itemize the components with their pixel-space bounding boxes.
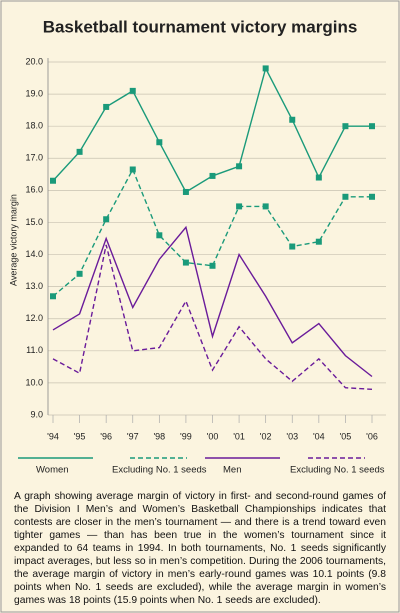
x-tick-label: '98 — [153, 431, 165, 441]
y-tick-label: 11.0 — [26, 345, 43, 355]
legend-label: Excluding No. 1 seeds — [112, 465, 207, 476]
y-tick-label: 17.0 — [25, 153, 43, 163]
y-axis-label: Average victory margin — [8, 194, 18, 286]
point-marker — [289, 116, 296, 123]
point-marker — [76, 148, 83, 155]
y-tick-label: 15.0 — [25, 217, 43, 227]
series-line — [52, 167, 372, 297]
point-marker — [342, 123, 349, 130]
y-tick-label: 14.0 — [25, 249, 43, 259]
point-marker — [182, 259, 189, 266]
point-marker — [369, 123, 375, 130]
x-tick-label: '97 — [127, 431, 139, 441]
series-line — [52, 244, 373, 391]
y-tick-label: 12.0 — [25, 313, 43, 323]
point-marker — [236, 203, 243, 210]
y-tick-label: 19.0 — [25, 88, 43, 98]
point-marker — [209, 262, 216, 269]
point-marker — [50, 293, 56, 300]
point-marker — [236, 163, 243, 170]
x-tick-label: '06 — [366, 431, 378, 441]
point-marker — [289, 243, 296, 250]
x-tick-label: '94 — [47, 431, 59, 441]
point-marker — [156, 139, 163, 146]
y-tick-label: 20.0 — [25, 56, 43, 66]
legend-label: Men — [223, 465, 241, 476]
x-tick-label: '95 — [74, 431, 86, 441]
y-tick-label: 16.0 — [25, 185, 43, 195]
x-tick-label: '02 — [260, 431, 272, 441]
point-marker — [262, 65, 269, 72]
y-tick-label: 18.0 — [25, 121, 43, 131]
x-tick-label: '03 — [286, 431, 298, 441]
point-marker — [129, 87, 136, 94]
y-tick-label: 9.0 — [30, 409, 43, 419]
x-tick-label: '01 — [233, 431, 245, 441]
series-line — [52, 225, 373, 378]
point-marker — [209, 172, 216, 179]
point-marker — [103, 103, 110, 110]
point-marker — [369, 193, 375, 200]
chart-title: Basketball tournament victory margins — [43, 17, 358, 36]
point-marker — [103, 216, 110, 223]
legend-label: Excluding No. 1 seeds — [290, 465, 385, 476]
y-tick-label: 13.0 — [25, 281, 43, 291]
point-marker — [76, 270, 83, 277]
y-tick-label: 10.0 — [25, 377, 43, 387]
legend-label: Women — [36, 465, 69, 476]
point-marker — [129, 166, 136, 173]
point-marker — [50, 177, 56, 184]
point-marker — [315, 238, 322, 245]
x-tick-label: '05 — [340, 431, 352, 441]
point-marker — [156, 232, 163, 239]
point-marker — [315, 174, 322, 181]
caption: A graph showing average margin of victor… — [14, 491, 386, 606]
point-marker — [262, 203, 269, 210]
point-marker — [342, 193, 349, 200]
x-tick-label: '00 — [207, 431, 219, 441]
x-tick-label: '04 — [313, 431, 325, 441]
x-tick-label: '99 — [180, 431, 192, 441]
x-tick-label: '96 — [100, 431, 112, 441]
point-marker — [182, 188, 189, 195]
